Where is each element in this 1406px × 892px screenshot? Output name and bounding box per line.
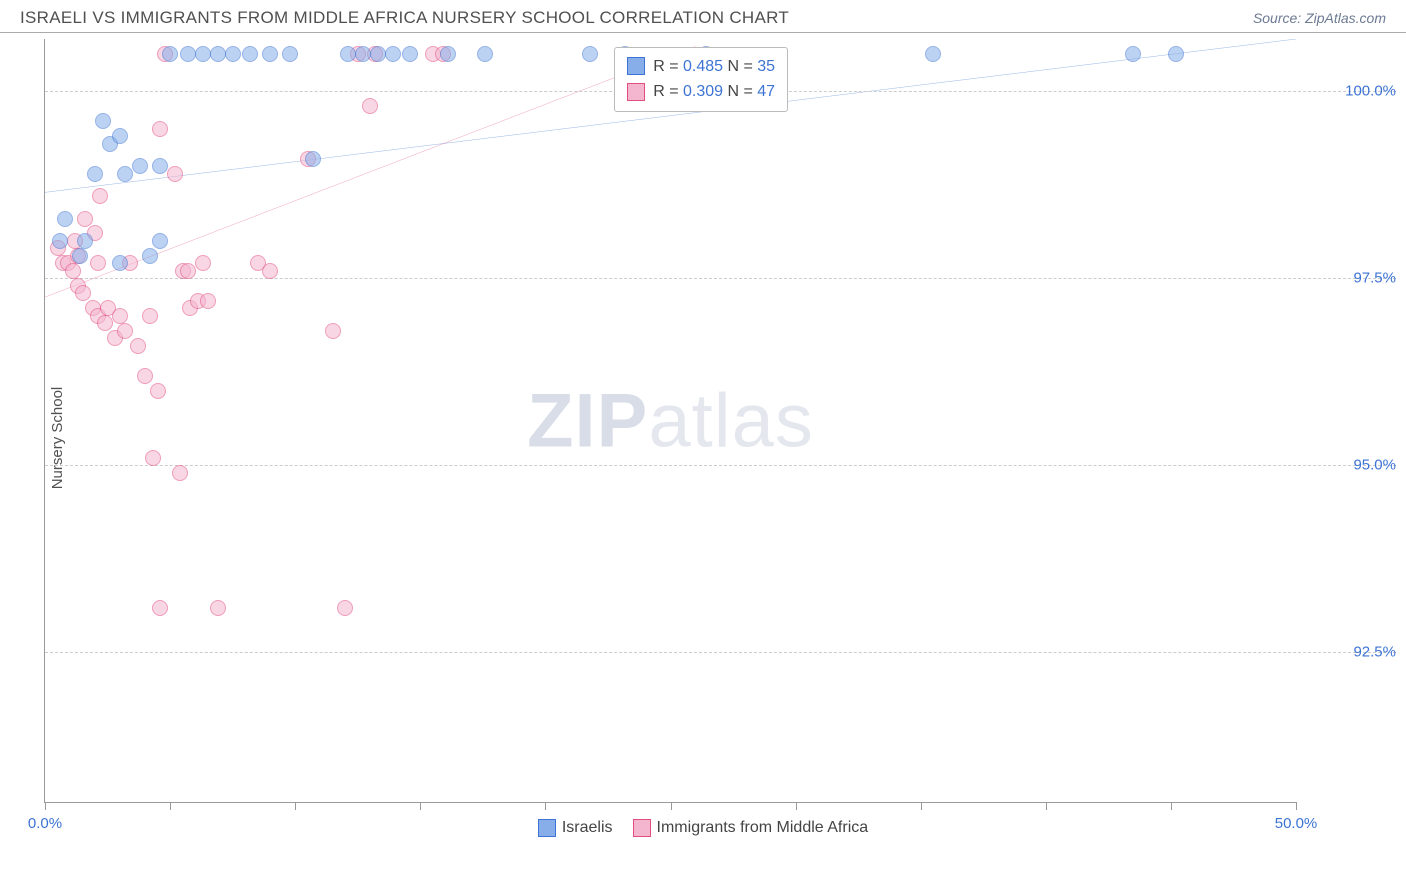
- legend-label: Israelis: [562, 819, 613, 837]
- data-point: [582, 46, 598, 62]
- data-point: [132, 158, 148, 174]
- x-tick: [921, 802, 922, 810]
- legend-item: Immigrants from Middle Africa: [633, 819, 869, 837]
- data-point: [112, 308, 128, 324]
- legend-item: Israelis: [538, 819, 613, 837]
- data-point: [162, 46, 178, 62]
- data-point: [130, 338, 146, 354]
- data-point: [925, 46, 941, 62]
- legend-swatch: [633, 819, 651, 837]
- watermark-rest: atlas: [648, 378, 814, 463]
- stats-legend-row: R = 0.485 N = 35: [627, 54, 775, 80]
- data-point: [77, 233, 93, 249]
- data-point: [195, 46, 211, 62]
- data-point: [1125, 46, 1141, 62]
- x-tick: [170, 802, 171, 810]
- data-point: [117, 323, 133, 339]
- x-tick: [545, 802, 546, 810]
- chart-container: Nursery School ZIPatlas 92.5%95.0%97.5%1…: [0, 33, 1406, 843]
- x-tick: [1171, 802, 1172, 810]
- stats-legend: R = 0.485 N = 35R = 0.309 N = 47: [614, 47, 788, 112]
- data-point: [200, 293, 216, 309]
- data-point: [57, 211, 73, 227]
- data-point: [97, 315, 113, 331]
- data-point: [92, 188, 108, 204]
- data-point: [305, 151, 321, 167]
- data-point: [337, 600, 353, 616]
- data-point: [402, 46, 418, 62]
- gridline: [45, 652, 1396, 653]
- x-tick: [45, 802, 46, 810]
- data-point: [440, 46, 456, 62]
- gridline: [45, 278, 1396, 279]
- trend-lines: [45, 39, 1296, 802]
- data-point: [75, 285, 91, 301]
- data-point: [180, 46, 196, 62]
- source-label: Source: ZipAtlas.com: [1253, 10, 1386, 26]
- chart-title: ISRAELI VS IMMIGRANTS FROM MIDDLE AFRICA…: [20, 8, 789, 28]
- plot-area: ZIPatlas 92.5%95.0%97.5%100.0%0.0%50.0%R…: [44, 39, 1296, 803]
- y-tick-label: 97.5%: [1306, 270, 1396, 287]
- data-point: [262, 46, 278, 62]
- x-tick: [1046, 802, 1047, 810]
- data-point: [225, 46, 241, 62]
- data-point: [167, 166, 183, 182]
- data-point: [152, 233, 168, 249]
- data-point: [1168, 46, 1184, 62]
- data-point: [325, 323, 341, 339]
- legend-bottom: Israelis Immigrants from Middle Africa: [0, 819, 1406, 837]
- data-point: [90, 255, 106, 271]
- legend-swatch: [627, 83, 645, 101]
- data-point: [72, 248, 88, 264]
- data-point: [362, 98, 378, 114]
- data-point: [210, 46, 226, 62]
- x-tick: [1296, 802, 1297, 810]
- data-point: [355, 46, 371, 62]
- data-point: [340, 46, 356, 62]
- data-point: [117, 166, 133, 182]
- x-tick: [796, 802, 797, 810]
- y-tick-label: 100.0%: [1306, 83, 1396, 100]
- data-point: [145, 450, 161, 466]
- data-point: [195, 255, 211, 271]
- data-point: [77, 211, 93, 227]
- data-point: [137, 368, 153, 384]
- chart-header: ISRAELI VS IMMIGRANTS FROM MIDDLE AFRICA…: [0, 0, 1406, 33]
- data-point: [150, 383, 166, 399]
- data-point: [282, 46, 298, 62]
- legend-swatch: [538, 819, 556, 837]
- data-point: [112, 255, 128, 271]
- gridline: [45, 465, 1396, 466]
- data-point: [210, 600, 226, 616]
- watermark: ZIPatlas: [527, 377, 814, 464]
- data-point: [112, 128, 128, 144]
- data-point: [52, 233, 68, 249]
- x-tick: [671, 802, 672, 810]
- data-point: [142, 308, 158, 324]
- data-point: [180, 263, 196, 279]
- y-tick-label: 92.5%: [1306, 644, 1396, 661]
- stats-text: R = 0.309 N = 47: [653, 79, 775, 105]
- data-point: [152, 121, 168, 137]
- stats-text: R = 0.485 N = 35: [653, 54, 775, 80]
- data-point: [242, 46, 258, 62]
- data-point: [87, 166, 103, 182]
- y-tick-label: 95.0%: [1306, 457, 1396, 474]
- legend-label: Immigrants from Middle Africa: [657, 819, 869, 837]
- data-point: [477, 46, 493, 62]
- legend-swatch: [627, 57, 645, 75]
- data-point: [370, 46, 386, 62]
- data-point: [385, 46, 401, 62]
- watermark-bold: ZIP: [527, 378, 648, 463]
- data-point: [95, 113, 111, 129]
- data-point: [65, 263, 81, 279]
- data-point: [152, 600, 168, 616]
- x-tick: [295, 802, 296, 810]
- x-tick: [420, 802, 421, 810]
- data-point: [262, 263, 278, 279]
- data-point: [152, 158, 168, 174]
- data-point: [172, 465, 188, 481]
- stats-legend-row: R = 0.309 N = 47: [627, 79, 775, 105]
- data-point: [142, 248, 158, 264]
